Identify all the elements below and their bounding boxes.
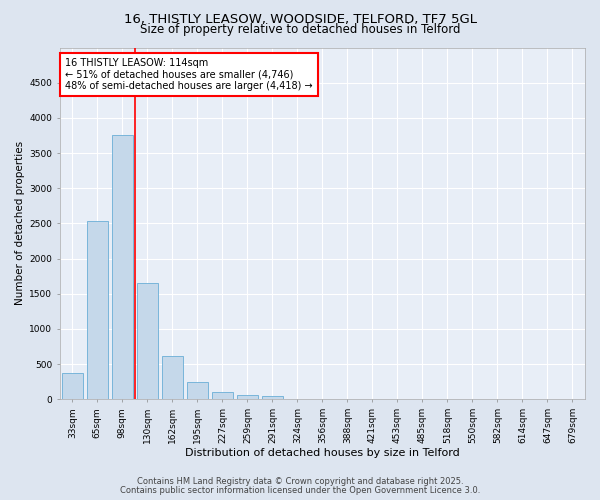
Bar bbox=[62, 374, 83, 400]
Text: Contains HM Land Registry data © Crown copyright and database right 2025.: Contains HM Land Registry data © Crown c… bbox=[137, 477, 463, 486]
Bar bbox=[137, 283, 158, 400]
Bar bbox=[237, 396, 258, 400]
Text: 16 THISTLY LEASOW: 114sqm
← 51% of detached houses are smaller (4,746)
48% of se: 16 THISTLY LEASOW: 114sqm ← 51% of detac… bbox=[65, 58, 313, 92]
Bar bbox=[112, 135, 133, 400]
X-axis label: Distribution of detached houses by size in Telford: Distribution of detached houses by size … bbox=[185, 448, 460, 458]
Bar bbox=[262, 396, 283, 400]
Text: Contains public sector information licensed under the Open Government Licence 3.: Contains public sector information licen… bbox=[120, 486, 480, 495]
Bar bbox=[187, 382, 208, 400]
Y-axis label: Number of detached properties: Number of detached properties bbox=[15, 142, 25, 306]
Text: Size of property relative to detached houses in Telford: Size of property relative to detached ho… bbox=[140, 22, 460, 36]
Bar bbox=[86, 220, 108, 400]
Text: 16, THISTLY LEASOW, WOODSIDE, TELFORD, TF7 5GL: 16, THISTLY LEASOW, WOODSIDE, TELFORD, T… bbox=[124, 12, 476, 26]
Bar bbox=[162, 356, 183, 400]
Bar bbox=[212, 392, 233, 400]
